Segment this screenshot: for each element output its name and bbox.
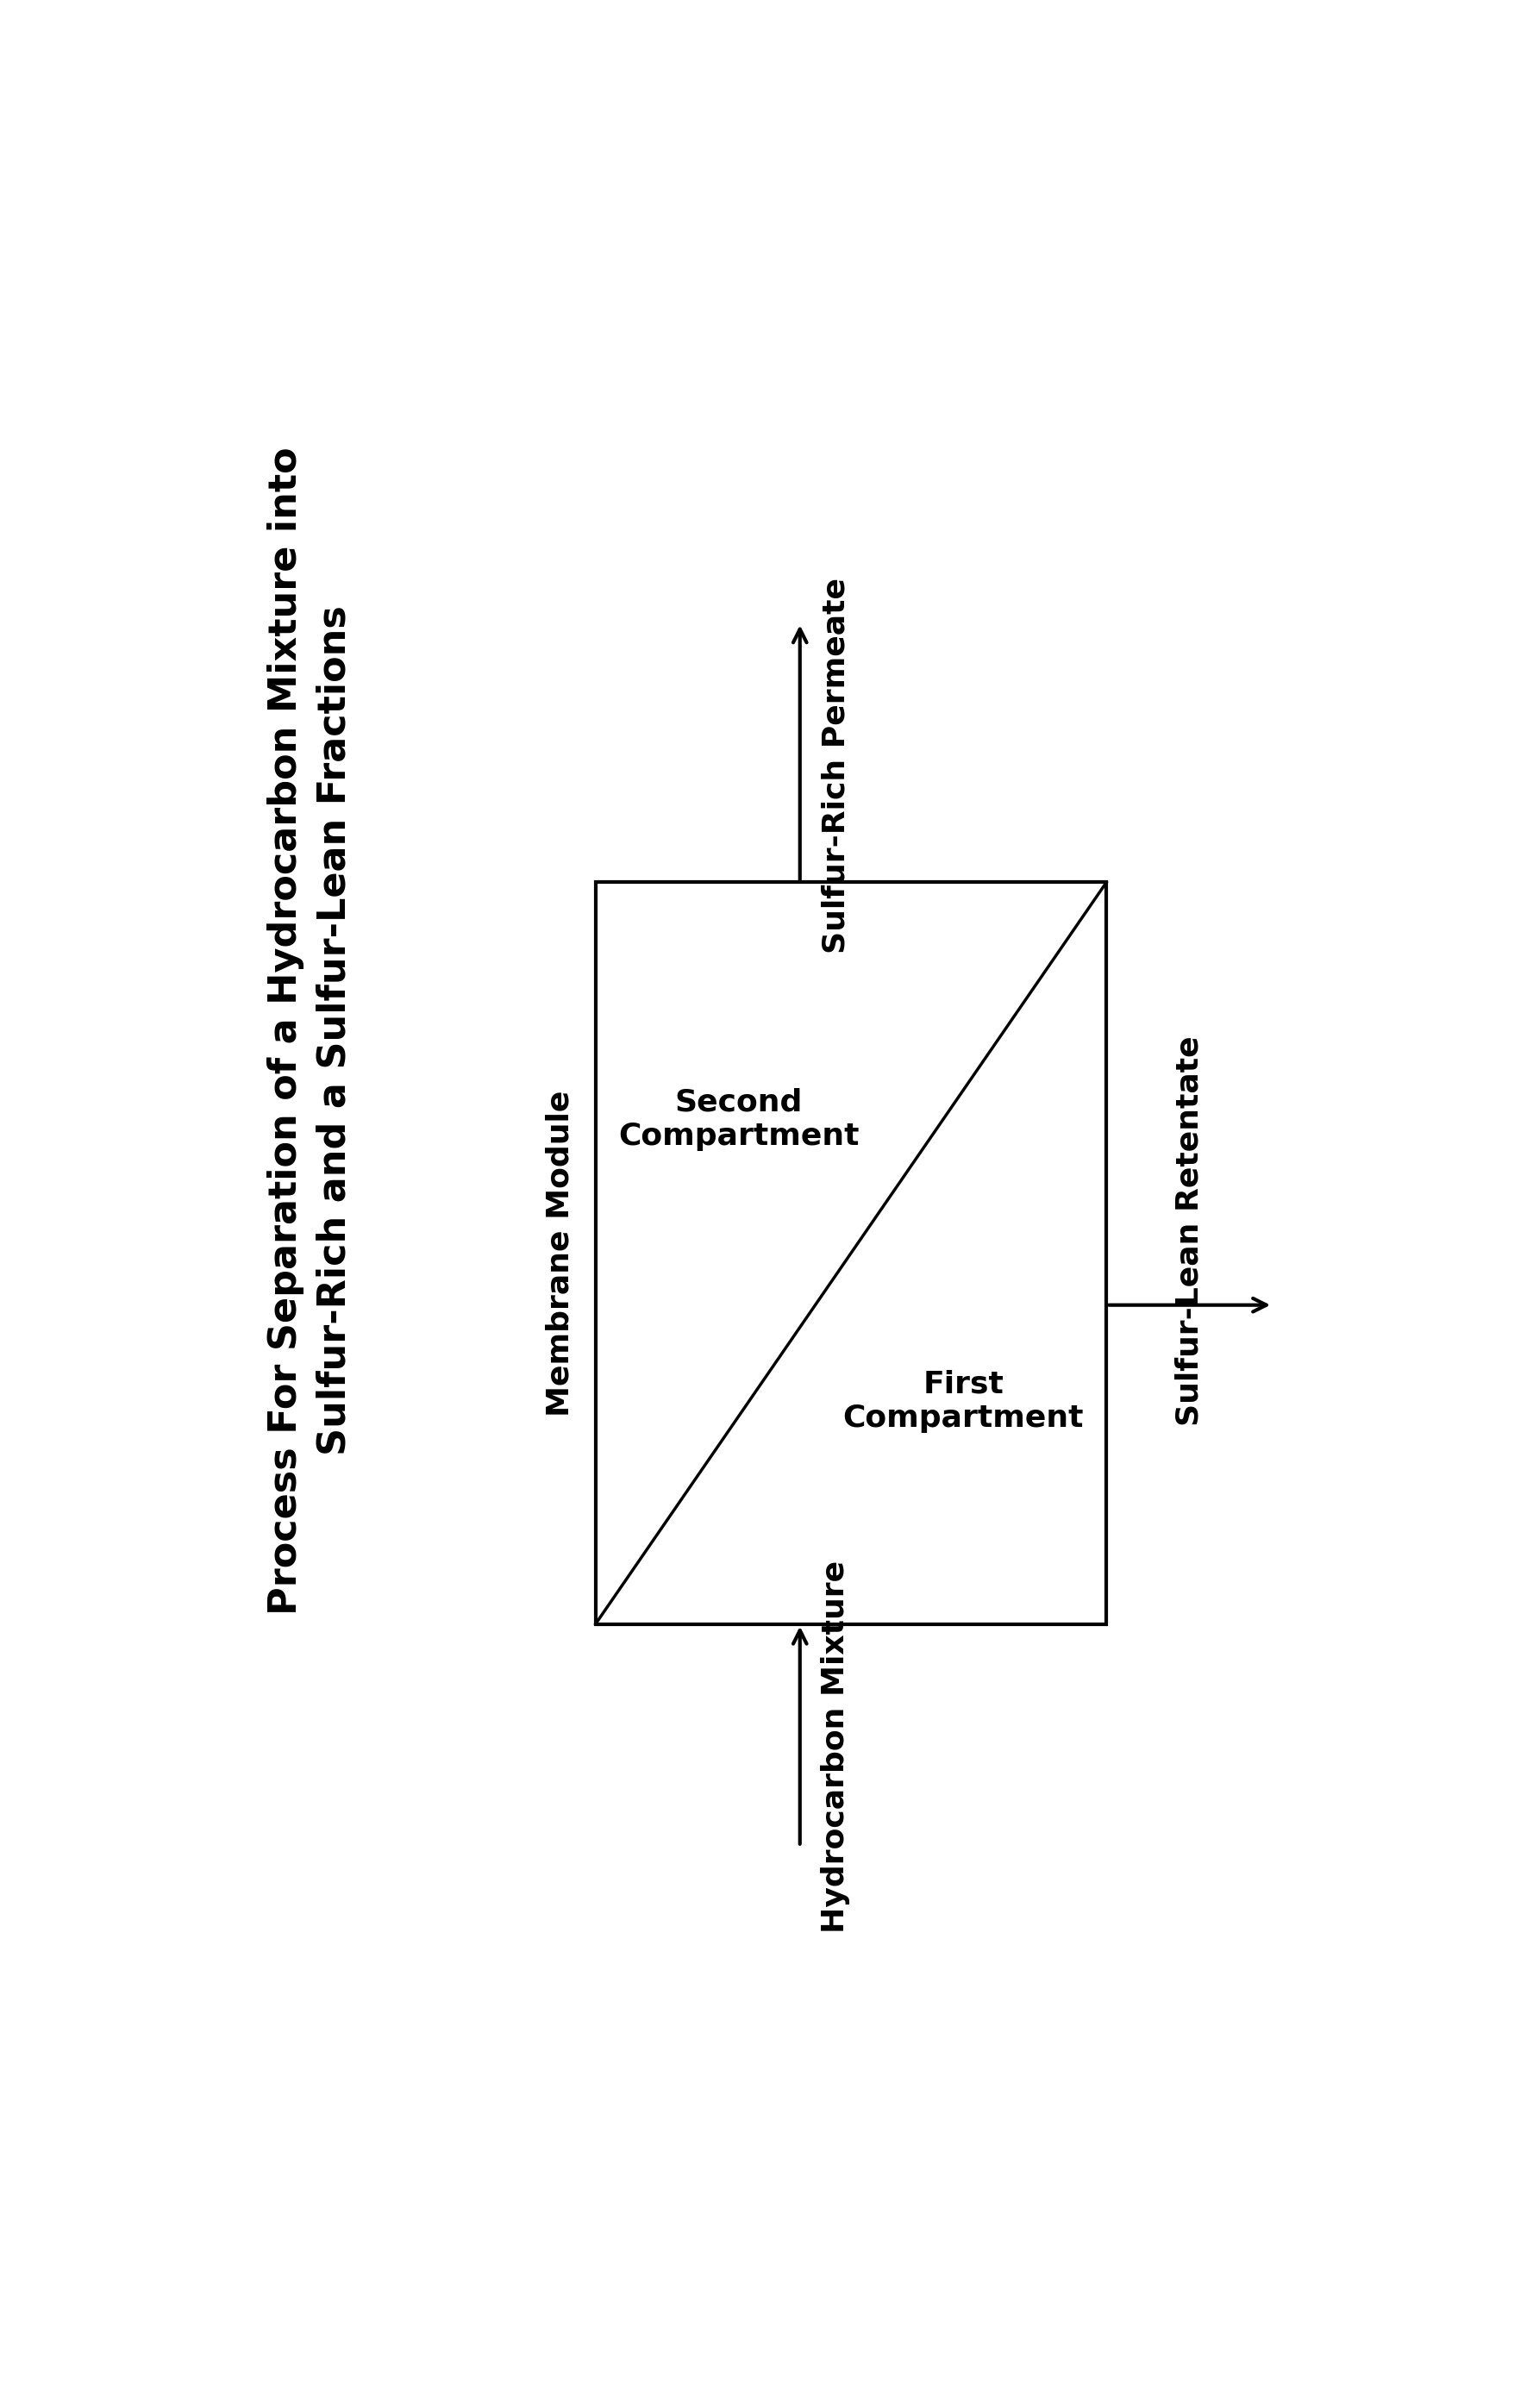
Text: Sulfur-Rich Permeate: Sulfur-Rich Permeate: [820, 578, 851, 954]
Bar: [596, 881, 1107, 1623]
Text: Process For Separation of a Hydrocarbon Mixture into
Sulfur-Rich and a Sulfur-Le: Process For Separation of a Hydrocarbon …: [267, 445, 354, 1616]
Text: Membrane Module: Membrane Module: [546, 1091, 575, 1416]
Text: Sulfur-Lean Retentate: Sulfur-Lean Retentate: [1174, 1035, 1205, 1426]
Text: Hydrocarbon Mixture: Hydrocarbon Mixture: [820, 1560, 851, 1934]
Text: Second
Compartment: Second Compartment: [618, 1088, 858, 1151]
Text: First
Compartment: First Compartment: [843, 1370, 1084, 1433]
